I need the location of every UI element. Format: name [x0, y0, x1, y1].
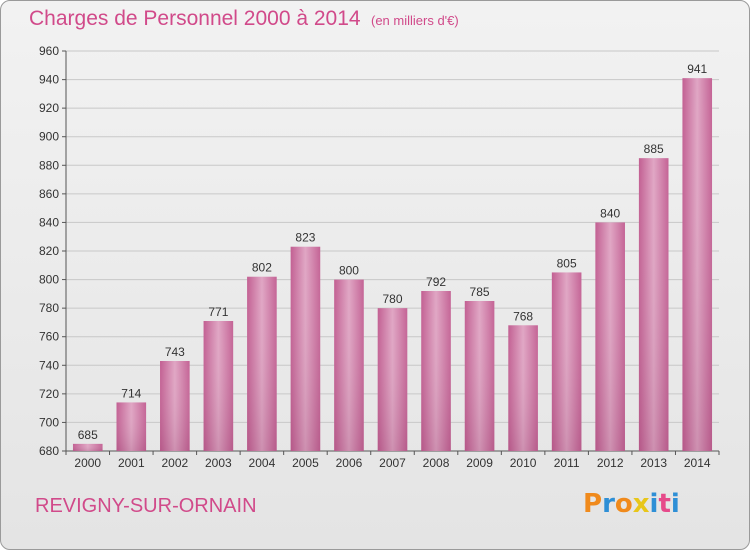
data-label: 840 — [600, 206, 620, 220]
bar-shade — [116, 402, 147, 451]
y-tick-label: 680 — [39, 444, 59, 458]
bar-shade — [377, 308, 408, 451]
bar-shade — [551, 272, 582, 451]
data-label: 771 — [208, 305, 228, 319]
bar-shade — [160, 361, 190, 451]
y-tick-label: 860 — [39, 187, 59, 201]
bar-shade — [334, 279, 364, 451]
logo-letter: i — [649, 489, 659, 519]
commune-name: REVIGNY-SUR-ORNAIN — [35, 495, 257, 517]
bar-shade — [421, 291, 451, 451]
bar-shade — [247, 276, 277, 451]
data-label: 768 — [513, 309, 533, 323]
bar-shade — [290, 246, 321, 451]
chart-title: Charges de Personnel 2000 à 2014 — [29, 7, 361, 30]
y-tick-label: 880 — [39, 158, 59, 172]
data-label: 802 — [252, 261, 272, 275]
bar-shade — [72, 443, 103, 451]
x-tick-label: 2001 — [118, 456, 145, 470]
bars: 685 714 743 771 802 823 800 780 792 785 768 805 840 8… — [72, 62, 713, 452]
x-tick-label: 2005 — [292, 456, 319, 470]
x-tick-label: 2014 — [684, 456, 711, 470]
data-label: 792 — [426, 275, 446, 289]
data-label: 941 — [687, 62, 707, 76]
y-tick-label: 760 — [39, 330, 59, 344]
data-label: 805 — [557, 256, 577, 270]
chart-subtitle: (en milliers d'€) — [371, 13, 459, 28]
y-tick-label: 840 — [39, 215, 59, 229]
y-tick-label: 740 — [39, 358, 59, 372]
y-tick-label: 720 — [39, 387, 59, 401]
data-label: 780 — [382, 292, 402, 306]
data-label: 823 — [295, 231, 315, 245]
bar-shade — [203, 321, 234, 451]
x-tick-label: 2007 — [379, 456, 406, 470]
x-tick-label: 2000 — [74, 456, 101, 470]
x-tick-label: 2013 — [640, 456, 667, 470]
data-label: 800 — [339, 264, 359, 278]
y-tick-label: 900 — [39, 130, 59, 144]
x-tick-label: 2011 — [554, 456, 580, 470]
proxiti-logo: Proxiti — [583, 489, 680, 519]
bar-shade — [464, 301, 495, 451]
y-tick-label: 700 — [39, 415, 59, 429]
y-tick-label: 960 — [39, 44, 59, 58]
x-tick-label: 2002 — [161, 456, 188, 470]
data-label: 743 — [165, 345, 185, 359]
y-tick-label: 820 — [39, 244, 59, 258]
bar-shade — [682, 78, 713, 452]
data-label: 714 — [121, 386, 141, 400]
x-tick-label: 2003 — [205, 456, 232, 470]
bar-shade — [508, 325, 538, 451]
logo-letter: x — [632, 489, 650, 519]
logo-letter: P — [583, 489, 603, 519]
y-tick-label: 800 — [39, 273, 59, 287]
data-label: 685 — [78, 428, 98, 442]
y-tick-label: 920 — [39, 101, 59, 115]
logo-letter: r — [602, 489, 615, 519]
y-tick-label: 940 — [39, 73, 59, 87]
x-tick-label: 2009 — [466, 456, 493, 470]
x-tick-label: 2012 — [597, 456, 624, 470]
logo-letter: o — [614, 489, 633, 519]
x-tick-label: 2008 — [423, 456, 450, 470]
bar-shade — [595, 222, 625, 451]
logo-letter: i — [670, 489, 680, 519]
bar-shade — [638, 158, 669, 451]
x-tick-label: 2006 — [336, 456, 363, 470]
data-label: 885 — [644, 142, 664, 156]
x-tick-label: 2004 — [249, 456, 276, 470]
logo-letter: t — [658, 489, 671, 519]
y-tick-label: 780 — [39, 301, 59, 315]
data-label: 785 — [470, 285, 490, 299]
x-tick-label: 2010 — [510, 456, 537, 470]
